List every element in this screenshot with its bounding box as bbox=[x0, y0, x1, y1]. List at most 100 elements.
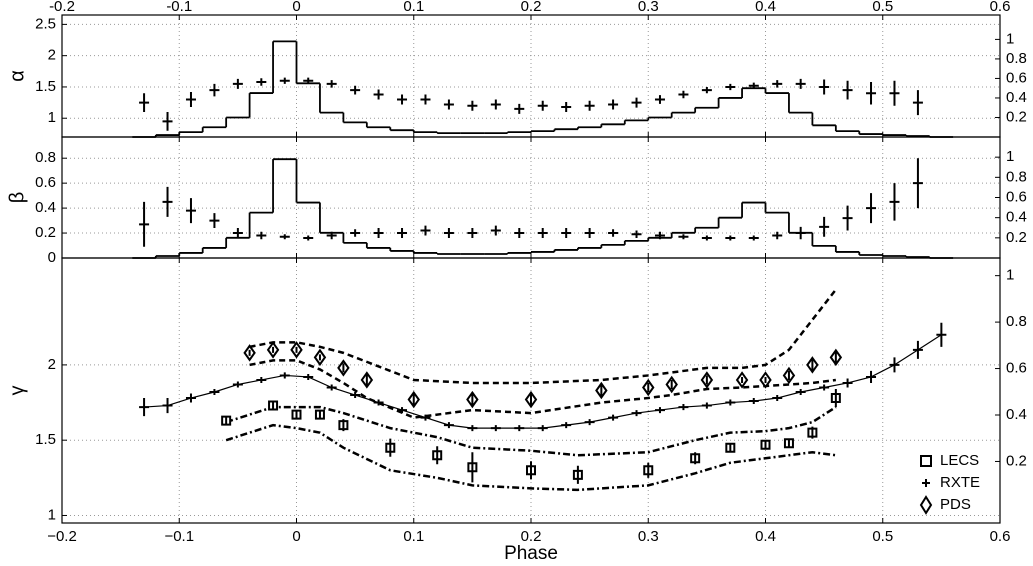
data-point bbox=[139, 398, 150, 417]
data-point bbox=[819, 216, 830, 237]
data-point bbox=[360, 371, 374, 389]
data-point bbox=[819, 79, 830, 95]
data-point bbox=[807, 426, 818, 439]
data-point bbox=[232, 78, 243, 89]
data-point bbox=[490, 425, 501, 432]
data-point bbox=[572, 465, 583, 484]
data-point bbox=[654, 95, 665, 104]
data-point bbox=[279, 77, 290, 84]
y-tick-label: 1.5 bbox=[35, 78, 56, 95]
data-point bbox=[584, 100, 595, 111]
data-point bbox=[772, 231, 783, 240]
y2-tick-label: 0.4 bbox=[1006, 89, 1027, 106]
data-point bbox=[678, 404, 689, 411]
data-point bbox=[654, 407, 665, 414]
series-line bbox=[144, 334, 942, 429]
y2-tick-label: 0.4 bbox=[1006, 406, 1027, 423]
data-point bbox=[701, 86, 712, 94]
y-tick-label: 1 bbox=[48, 506, 56, 523]
y-tick-label: 2 bbox=[48, 47, 56, 64]
data-point bbox=[350, 229, 361, 237]
x-tick-label: 0.6 bbox=[990, 0, 1011, 15]
data-point bbox=[866, 81, 877, 105]
legend-label: LECS bbox=[940, 452, 979, 469]
data-point bbox=[326, 384, 337, 391]
y2-tick-label: 0.6 bbox=[1006, 188, 1027, 205]
data-point bbox=[443, 99, 454, 110]
y2-tick-label: 1 bbox=[1006, 148, 1014, 165]
bound-line bbox=[249, 359, 837, 419]
data-point bbox=[162, 398, 173, 414]
data-point bbox=[701, 402, 712, 409]
y2-tick-label: 0.4 bbox=[1006, 209, 1027, 226]
data-point bbox=[537, 425, 548, 432]
x-tick-label: -0.1 bbox=[166, 0, 192, 15]
data-point bbox=[760, 439, 771, 450]
data-point bbox=[725, 83, 736, 91]
data-point bbox=[608, 229, 619, 237]
bound-line bbox=[249, 288, 837, 385]
data-point bbox=[185, 91, 196, 107]
x-tick-label: 0.2 bbox=[521, 0, 542, 15]
y2-tick-label: 0.2 bbox=[1006, 229, 1027, 246]
data-point bbox=[443, 228, 454, 239]
data-point bbox=[338, 419, 349, 432]
y-tick-label: 2 bbox=[48, 356, 56, 373]
y2-tick-label: 0.8 bbox=[1006, 313, 1027, 330]
y-tick-label: 0.6 bbox=[35, 174, 56, 191]
x-tick-label: 0.4 bbox=[755, 0, 776, 15]
data-point bbox=[561, 101, 572, 112]
data-point bbox=[584, 419, 595, 426]
data-point bbox=[642, 378, 655, 397]
data-point bbox=[256, 376, 267, 383]
y-tick-label: 0 bbox=[48, 249, 56, 266]
data-point bbox=[268, 400, 279, 411]
y2-tick-label: 0.2 bbox=[1006, 108, 1027, 125]
x-tick-label: 0.5 bbox=[872, 528, 893, 545]
data-point bbox=[467, 100, 478, 111]
data-point bbox=[783, 438, 794, 449]
x-tick-label: 0 bbox=[292, 0, 300, 15]
data-point bbox=[209, 213, 220, 229]
data-point bbox=[678, 90, 689, 99]
data-point bbox=[829, 348, 843, 367]
data-point bbox=[889, 183, 900, 221]
data-point bbox=[313, 348, 327, 367]
data-point bbox=[631, 97, 642, 108]
x-tick-label: 0.3 bbox=[638, 0, 659, 15]
data-point bbox=[514, 425, 525, 432]
y-tick-label: 0.4 bbox=[35, 199, 56, 216]
panel-frame bbox=[61, 257, 1001, 524]
data-point bbox=[830, 388, 841, 408]
data-point bbox=[209, 83, 220, 97]
data-point bbox=[631, 230, 642, 239]
data-point bbox=[889, 80, 900, 106]
x-tick-label: −0.1 bbox=[164, 528, 194, 545]
data-point bbox=[185, 393, 196, 403]
legend-marker bbox=[922, 479, 930, 487]
data-point bbox=[490, 225, 501, 236]
bound-line bbox=[225, 423, 837, 492]
data-point bbox=[912, 340, 923, 359]
data-point bbox=[243, 344, 256, 362]
data-point bbox=[139, 201, 150, 247]
data-point bbox=[466, 390, 479, 409]
data-point bbox=[819, 384, 830, 391]
y-axis-label: γ bbox=[6, 386, 28, 396]
data-point bbox=[725, 399, 736, 406]
data-point bbox=[162, 186, 173, 217]
data-point bbox=[643, 462, 654, 478]
data-point bbox=[256, 231, 267, 240]
y-tick-label: 0.8 bbox=[35, 149, 56, 166]
data-point bbox=[420, 94, 431, 105]
data-point bbox=[279, 234, 290, 240]
x-tick-label: 0.1 bbox=[403, 0, 424, 15]
data-point bbox=[350, 392, 361, 399]
x-tick-label: 0.6 bbox=[990, 528, 1011, 545]
data-point bbox=[725, 442, 736, 453]
data-point bbox=[537, 228, 548, 239]
y2-tick-label: 1 bbox=[1006, 30, 1014, 47]
legend-label: PDS bbox=[940, 496, 971, 513]
y2-tick-label: 0.8 bbox=[1006, 168, 1027, 185]
